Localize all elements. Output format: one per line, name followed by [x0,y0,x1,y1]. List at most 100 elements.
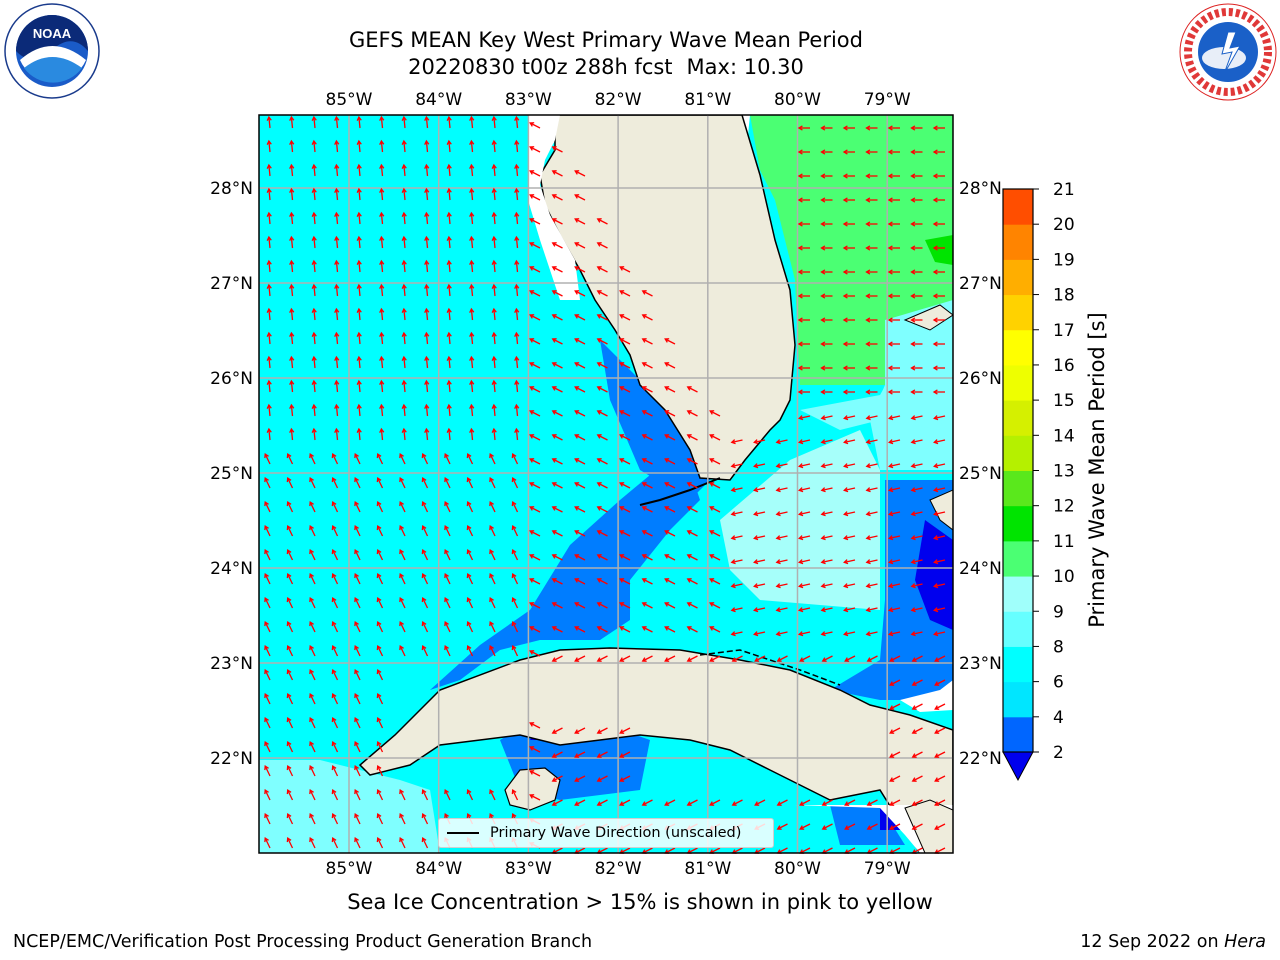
wave-arrow-head [619,362,625,367]
wave-arrow [313,380,316,393]
wave-arrow-head [844,657,850,662]
wave-arrow-head [910,341,916,347]
wave-arrow [467,453,474,465]
wave-arrow [515,188,519,201]
wave-arrow [377,525,384,537]
wave-arrow [290,284,294,297]
wave-arrow-head [286,548,292,555]
wave-arrow-head [797,365,803,371]
wave-arrow-head [469,235,475,241]
wave-arrow [552,290,563,297]
wave-arrow-head [489,644,494,651]
wave-arrow [422,525,429,537]
wave-arrow [799,415,811,420]
wave-arrow [934,703,946,710]
wave-arrow [664,458,676,465]
wave-arrow-head [354,452,359,459]
wave-arrow [529,122,541,129]
wave-arrow-head [932,365,938,371]
wave-arrow [731,559,743,564]
wave-arrow-head [865,559,871,565]
wave-arrow-head [842,317,848,323]
wave-arrow [399,789,406,801]
wave-arrow [512,549,519,561]
wave-arrow [777,823,788,830]
wave-arrow [776,559,788,564]
wave-arrow-head [911,705,917,710]
wave-arrow [467,789,474,801]
wave-arrow-head [401,259,407,265]
wave-arrow [529,482,541,489]
wave-arrow-head [421,620,427,627]
wave-arrow [313,236,316,249]
wave-arrow [574,266,586,273]
wave-arrow [515,356,519,369]
wave-arrow [597,655,608,662]
wave-arrow [512,573,519,585]
wave-arrow-head [932,293,938,299]
wave-arrow-head [401,379,407,385]
wave-arrow [493,284,496,297]
wave-arrow [754,631,766,636]
wave-arrow [290,380,294,393]
wave-arrow [515,332,519,345]
wave-arrow [422,549,429,561]
wave-arrow-head [401,307,407,313]
wave-arrow-head [551,602,557,607]
wave-arrow-head [889,753,895,758]
wave-arrow [335,140,339,153]
wave-arrow-head [311,427,317,433]
wave-arrow [619,530,631,537]
wave-arrow-head [309,668,314,675]
wave-arrow-head [754,657,760,662]
wave-arrow [448,332,451,345]
wave-arrow [687,434,698,441]
wave-arrow [597,727,608,734]
wave-arrow [732,655,743,662]
wave-arrow-head [331,500,337,507]
wave-arrow [866,463,878,468]
wave-arrow-head [596,801,602,806]
wave-arrow-head [932,197,938,203]
wave-arrow-head [574,626,580,631]
wave-arrow [597,578,608,585]
wave-arrow [934,415,946,420]
wave-arrow-head [933,511,939,517]
wave-arrow [574,386,586,393]
wave-arrow-head [331,836,337,843]
wave-arrow [515,404,519,417]
wave-arrow-head [820,221,826,227]
wave-arrow-head [730,439,736,445]
wave-arrow-head [491,379,497,385]
wave-arrow-head [311,307,317,313]
wave-arrow [489,573,496,585]
wave-arrow-head [376,500,382,507]
wave-arrow [552,386,563,393]
wave-arrow-head [574,458,580,463]
wave-arrow-head [469,139,475,145]
wave-arrow [444,645,451,657]
lat-label-right: 26°N [959,369,1002,389]
wave-arrow [687,655,698,662]
wave-arrow [332,813,339,825]
wave-arrow [309,477,316,489]
wave-arrow [889,415,901,420]
wave-arrow [709,626,721,633]
lat-label-right: 28°N [959,179,1002,199]
map-frame [258,114,954,854]
wave-arrow [399,549,406,561]
wave-arrow-head [551,218,557,223]
wave-arrow-head [266,259,272,265]
wave-arrow-head [331,716,337,723]
wave-arrow-head [910,487,916,493]
wave-arrow [889,703,901,710]
wave-arrow-head [331,452,337,459]
wave-arrow [866,487,878,492]
wave-arrow-head [551,146,557,151]
wave-arrow [619,578,631,585]
wave-arrow [687,602,698,609]
wave-arrow-head [619,314,625,319]
wave-arrow-head [686,458,692,463]
wave-arrow-head [730,511,736,517]
